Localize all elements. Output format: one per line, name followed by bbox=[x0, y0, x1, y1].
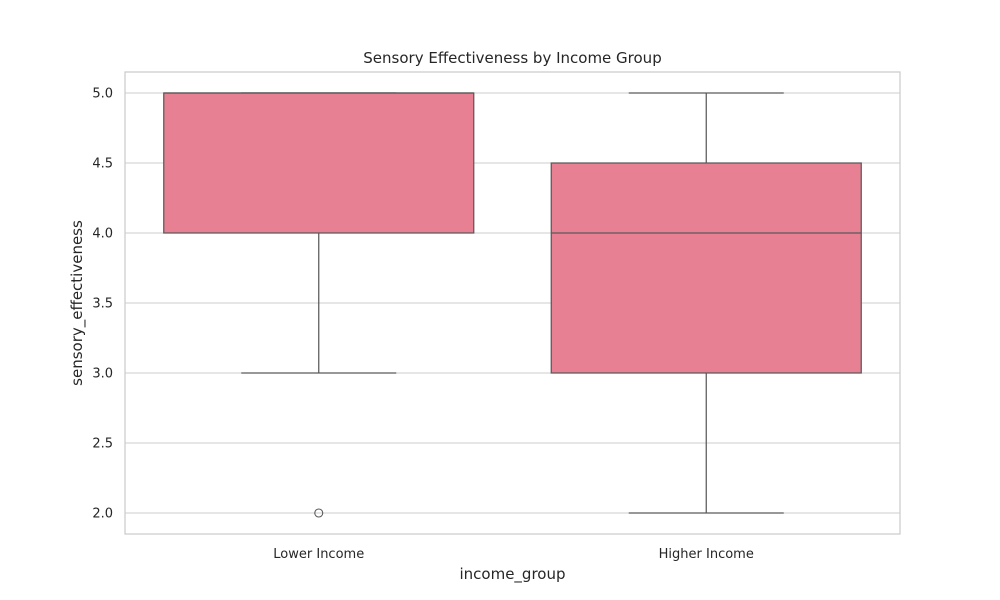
y-tick-label: 5.0 bbox=[92, 87, 113, 102]
box-group bbox=[550, 92, 862, 514]
iqr-box bbox=[550, 162, 862, 374]
y-tick-label: 2.5 bbox=[92, 437, 113, 452]
y-tick-label: 4.0 bbox=[92, 227, 113, 242]
x-tick-labels: Lower Income Higher Income bbox=[273, 547, 754, 562]
iqr-box bbox=[163, 92, 475, 234]
x-axis-title: income_group bbox=[459, 565, 565, 584]
x-tick-label: Higher Income bbox=[659, 547, 754, 562]
y-tick-labels: 2.0 2.5 3.0 3.5 4.0 4.5 5.0 bbox=[92, 87, 113, 522]
y-tick-label: 2.0 bbox=[92, 507, 113, 522]
plot-frame bbox=[124, 71, 901, 535]
y-tick-label: 3.0 bbox=[92, 367, 113, 382]
box-group bbox=[163, 92, 475, 518]
chart-title: Sensory Effectiveness by Income Group bbox=[363, 49, 661, 67]
outlier-point bbox=[314, 508, 324, 518]
y-tick-label: 4.5 bbox=[92, 157, 113, 172]
y-axis-title: sensory_effectiveness bbox=[68, 220, 87, 386]
box-layer bbox=[163, 92, 862, 518]
x-tick-label: Lower Income bbox=[273, 547, 364, 562]
y-tick-label: 3.5 bbox=[92, 297, 113, 312]
